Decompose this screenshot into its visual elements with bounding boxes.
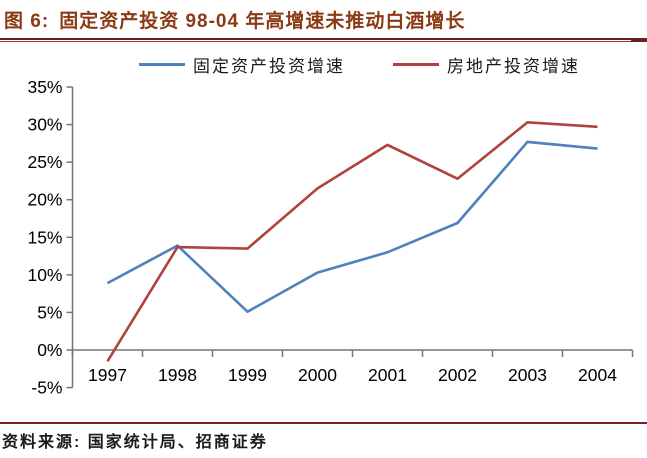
figure-header: 图 6: 固定资产投资 98-04 年高增速未推动白酒增长 — [0, 0, 647, 35]
y-axis-tick-label: 20% — [27, 190, 62, 210]
y-axis-tick-label: -5% — [31, 378, 62, 398]
chart-legend: 固定资产投资增速 房地产投资增速 — [0, 52, 647, 76]
fixed-asset-line-swatch — [139, 62, 185, 66]
y-axis-tick-label: 0% — [37, 340, 62, 360]
legend-item-real-estate: 房地产投资增速 — [393, 52, 580, 77]
x-axis-tick-label: 1998 — [158, 365, 197, 385]
x-axis-tick-label: 2004 — [578, 365, 617, 385]
real-estate-investment-line — [106, 120, 598, 362]
figure-number-label: 图 6: — [4, 11, 50, 32]
source-divider — [0, 422, 647, 424]
y-axis-tick-label: 30% — [27, 115, 62, 135]
legend-label-fixed-asset: 固定资产投资增速 — [193, 56, 345, 76]
x-axis-tick-label: 2000 — [298, 365, 337, 385]
header-divider — [0, 38, 647, 43]
figure-title: 固定资产投资 98-04 年高增速未推动白酒增长 — [59, 11, 466, 32]
real-estate-line-swatch — [393, 62, 439, 66]
legend-item-fixed-asset: 固定资产投资增速 — [139, 52, 345, 77]
y-axis-tick-label: 35% — [27, 78, 62, 97]
x-axis-tick-label: 2003 — [508, 365, 547, 385]
x-axis-tick-label: 2002 — [438, 365, 477, 385]
y-axis-tick-label: 10% — [27, 265, 62, 285]
x-axis-tick-label: 1997 — [88, 365, 127, 385]
line-chart-plot-area: 35% 30% 25% 20% 15% 10% 5% 0% -5% 1997 1998 1999 200… — [27, 78, 634, 398]
y-axis-tick-label: 25% — [27, 152, 62, 172]
source-note: 资料来源: 国家统计局、招商证券 — [2, 434, 268, 451]
y-axis-tick-label: 15% — [27, 227, 62, 247]
legend-label-real-estate: 房地产投资增速 — [447, 56, 580, 76]
header-divider-endcap — [631, 38, 647, 42]
fixed-asset-investment-line — [106, 140, 598, 314]
x-axis-tick-label: 2001 — [368, 365, 407, 385]
header-divider-sub-line — [0, 41, 647, 42]
y-axis-tick-label: 5% — [37, 302, 62, 322]
header-divider-main-line — [0, 38, 647, 40]
x-axis-tick-label: 1999 — [228, 365, 267, 385]
